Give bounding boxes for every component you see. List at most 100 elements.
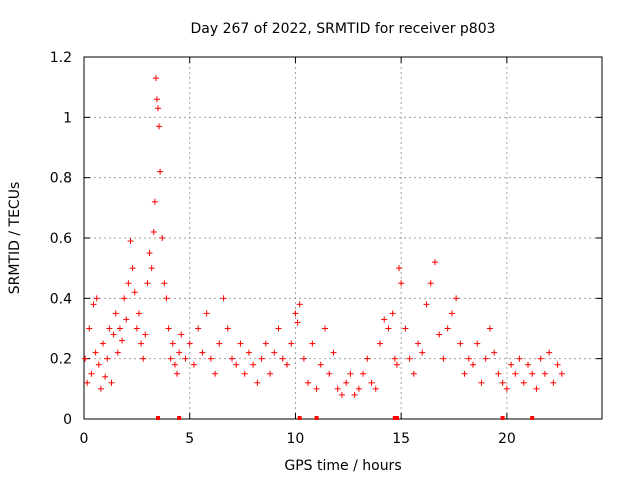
data-point xyxy=(300,355,307,362)
data-point xyxy=(508,361,515,368)
tick-labels: 0 0.2 0.4 0.6 0.8 1 1.2 0 5 10 15 20 xyxy=(50,50,516,447)
data-point xyxy=(491,349,498,356)
data-point xyxy=(465,355,472,362)
data-point xyxy=(152,75,159,82)
data-point xyxy=(150,228,157,235)
data-point xyxy=(95,361,102,368)
data-point xyxy=(174,370,181,377)
baseline-marker xyxy=(394,416,399,420)
data-point xyxy=(229,355,235,362)
data-point xyxy=(457,340,464,347)
data-point xyxy=(186,340,193,347)
data-point xyxy=(92,349,99,356)
baseline-marker xyxy=(177,416,182,420)
data-point xyxy=(554,361,561,368)
data-point xyxy=(237,340,244,347)
data-point xyxy=(138,340,145,347)
data-point xyxy=(148,265,155,272)
data-point xyxy=(241,370,248,377)
baseline-marker xyxy=(156,416,160,420)
data-point xyxy=(129,265,136,272)
data-point xyxy=(440,355,447,362)
data-point xyxy=(155,105,161,112)
data-point xyxy=(368,379,375,386)
data-point xyxy=(90,301,97,308)
data-point xyxy=(296,301,303,308)
data-point xyxy=(84,379,91,386)
data-point xyxy=(427,280,434,287)
data-point xyxy=(546,349,553,356)
data-point xyxy=(448,310,455,317)
data-point xyxy=(146,250,153,257)
data-point xyxy=(207,355,214,362)
data-point xyxy=(482,355,489,362)
data-point xyxy=(153,96,160,103)
data-point xyxy=(108,379,115,386)
data-point xyxy=(245,349,252,356)
data-point xyxy=(125,280,132,287)
data-point xyxy=(116,325,123,332)
data-point xyxy=(131,289,138,296)
data-point xyxy=(224,325,231,332)
data-point xyxy=(171,361,178,368)
data-point xyxy=(182,355,189,362)
data-point xyxy=(322,325,329,332)
data-point xyxy=(212,370,219,377)
data-point xyxy=(279,355,286,362)
data-point xyxy=(220,295,227,302)
data-point xyxy=(275,325,282,332)
data-point xyxy=(398,280,405,287)
data-point xyxy=(512,370,519,377)
data-point xyxy=(317,361,324,368)
data-point xyxy=(199,349,206,356)
data-point xyxy=(444,325,451,332)
data-point xyxy=(233,361,240,368)
data-point xyxy=(355,385,362,392)
data-point xyxy=(499,379,506,386)
data-point xyxy=(195,325,202,332)
data-point xyxy=(203,310,210,317)
data-point xyxy=(406,355,413,362)
data-point xyxy=(167,355,174,362)
data-point xyxy=(292,310,299,317)
data-point xyxy=(309,340,316,347)
data-point xyxy=(267,370,274,377)
y-tick-label: 0.4 xyxy=(50,291,72,307)
baseline-marker xyxy=(500,416,505,420)
data-point xyxy=(178,331,185,338)
data-point xyxy=(127,238,134,245)
data-points xyxy=(82,75,565,398)
data-point xyxy=(541,370,548,377)
data-point xyxy=(410,370,417,377)
data-point xyxy=(102,373,109,380)
data-point xyxy=(114,349,121,356)
data-point xyxy=(123,316,130,323)
data-point xyxy=(470,361,477,368)
data-point xyxy=(100,340,107,347)
data-point xyxy=(478,379,485,386)
data-point xyxy=(533,385,540,392)
baseline-marker xyxy=(530,416,535,420)
baseline-markers xyxy=(156,416,535,420)
data-point xyxy=(135,310,142,317)
chart-title: Day 267 of 2022, SRMTID for receiver p80… xyxy=(190,21,495,37)
data-point xyxy=(495,370,502,377)
data-point xyxy=(377,340,383,347)
data-point xyxy=(119,337,126,344)
data-point xyxy=(140,355,147,362)
baseline-marker xyxy=(392,416,397,420)
data-point xyxy=(262,340,269,347)
data-point xyxy=(258,355,265,362)
data-point xyxy=(391,355,398,362)
data-point xyxy=(142,331,149,338)
data-point xyxy=(360,370,367,377)
data-point xyxy=(343,379,350,386)
data-point xyxy=(529,370,536,377)
grid xyxy=(84,57,602,419)
data-point xyxy=(216,340,223,347)
data-point xyxy=(423,301,430,308)
data-point xyxy=(112,310,119,317)
data-point xyxy=(402,325,409,332)
data-point xyxy=(550,379,557,386)
x-tick-label: 15 xyxy=(392,431,410,447)
